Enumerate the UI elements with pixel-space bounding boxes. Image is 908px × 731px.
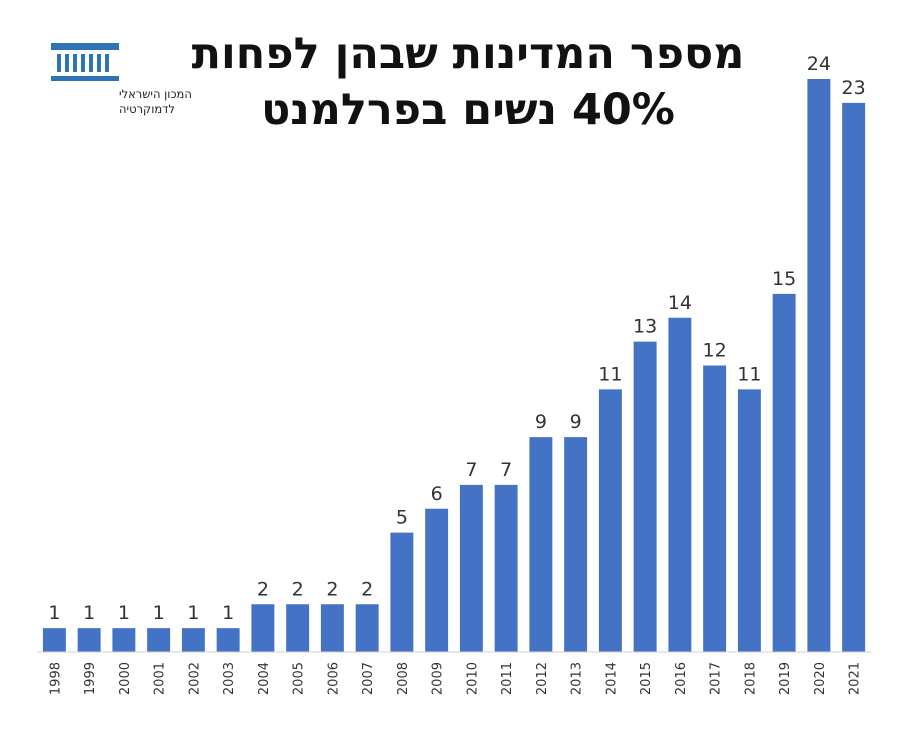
x-tick-label-2017: 2017 xyxy=(709,662,724,695)
x-tick-label-2000: 2000 xyxy=(118,662,133,695)
x-tick-label-2010: 2010 xyxy=(465,662,480,695)
x-tick-label-2001: 2001 xyxy=(153,662,168,695)
data-label-2011: 7 xyxy=(500,459,512,481)
bar-2010 xyxy=(459,484,483,653)
data-label-2005: 2 xyxy=(292,578,304,600)
data-label-2016: 14 xyxy=(668,292,692,314)
data-label-2001: 1 xyxy=(153,602,165,624)
data-label-2019: 15 xyxy=(772,268,796,290)
x-tick-label-1999: 1999 xyxy=(83,662,98,695)
data-label-2014: 11 xyxy=(598,363,622,385)
x-tick-label-2012: 2012 xyxy=(535,662,550,695)
bar-2021 xyxy=(842,102,866,653)
bar-2018 xyxy=(737,389,761,653)
bar-2014 xyxy=(598,389,622,653)
x-tick-label-2018: 2018 xyxy=(743,662,758,695)
x-tick-label-2002: 2002 xyxy=(187,662,202,695)
bar-2005 xyxy=(286,604,310,652)
x-tick-label-2003: 2003 xyxy=(222,662,237,695)
bar-2007 xyxy=(355,604,379,652)
x-tick-label-2008: 2008 xyxy=(396,662,411,695)
bar-2004 xyxy=(251,604,275,652)
x-tick-label-2007: 2007 xyxy=(361,662,376,695)
x-tick-label-2014: 2014 xyxy=(604,662,619,695)
logo-text-line-2: לדמוקרטיה xyxy=(119,102,175,116)
chart-title-line-1: מספר המדינות שבהן לפחות xyxy=(192,29,745,79)
data-label-2013: 9 xyxy=(570,411,582,433)
data-label-2015: 13 xyxy=(633,316,657,338)
data-label-1998: 1 xyxy=(48,602,60,624)
x-tick-label-2019: 2019 xyxy=(778,662,793,695)
x-tick-label-2004: 2004 xyxy=(257,662,272,695)
bar-2019 xyxy=(772,293,796,653)
x-tick-label-2006: 2006 xyxy=(326,662,341,695)
bar-2015 xyxy=(633,341,657,653)
bar-2009 xyxy=(425,508,449,652)
bar-2003 xyxy=(216,628,240,653)
data-label-2009: 6 xyxy=(431,483,443,505)
bar-2020 xyxy=(807,79,831,652)
data-label-2018: 11 xyxy=(737,363,761,385)
bar-2017 xyxy=(703,365,727,652)
x-tick-label-1998: 1998 xyxy=(48,662,63,695)
bar-2011 xyxy=(494,484,518,653)
bar-1999 xyxy=(77,628,101,653)
bar-2000 xyxy=(112,628,136,653)
data-label-2012: 9 xyxy=(535,411,547,433)
institute-logo: המכון הישראלי לדמוקרטיה xyxy=(51,43,192,116)
data-label-2008: 5 xyxy=(396,507,408,529)
x-tick-label-2013: 2013 xyxy=(570,662,585,695)
x-tick-label-2015: 2015 xyxy=(639,662,654,695)
data-label-2000: 1 xyxy=(118,602,130,624)
logo-text-line-1: המכון הישראלי xyxy=(119,87,192,101)
x-tick-label-2011: 2011 xyxy=(500,662,515,695)
data-label-2017: 12 xyxy=(703,340,727,362)
data-label-2021: 23 xyxy=(842,77,866,99)
parliament-building-icon xyxy=(51,43,119,81)
bar-2008 xyxy=(390,532,414,653)
x-tick-label-2005: 2005 xyxy=(292,662,307,695)
bar-1998 xyxy=(42,628,66,653)
bar-2012 xyxy=(529,437,553,653)
data-label-2010: 7 xyxy=(465,459,477,481)
data-label-2007: 2 xyxy=(361,578,373,600)
data-label-2002: 1 xyxy=(187,602,199,624)
bar-2013 xyxy=(564,437,588,653)
data-label-2020: 24 xyxy=(807,53,831,75)
bar-2001 xyxy=(147,628,171,653)
bar-2002 xyxy=(181,628,205,653)
x-tick-label-2009: 2009 xyxy=(431,662,446,695)
bar-2006 xyxy=(320,604,344,652)
data-label-1999: 1 xyxy=(83,602,95,624)
x-tick-label-2016: 2016 xyxy=(674,662,689,695)
bar-series xyxy=(42,79,866,653)
data-label-2006: 2 xyxy=(326,578,338,600)
bar-2016 xyxy=(668,317,692,652)
chart-title-line-2: 40% נשים בפרלמנט xyxy=(261,85,675,135)
x-axis-tick-labels: 1998 1999 2000 2001 2002 2003 2004 2005 2006 2007… xyxy=(48,662,862,695)
x-tick-label-2021: 2021 xyxy=(848,662,863,695)
x-tick-label-2020: 2020 xyxy=(813,662,828,695)
data-label-2003: 1 xyxy=(222,602,234,624)
data-label-2004: 2 xyxy=(257,578,269,600)
